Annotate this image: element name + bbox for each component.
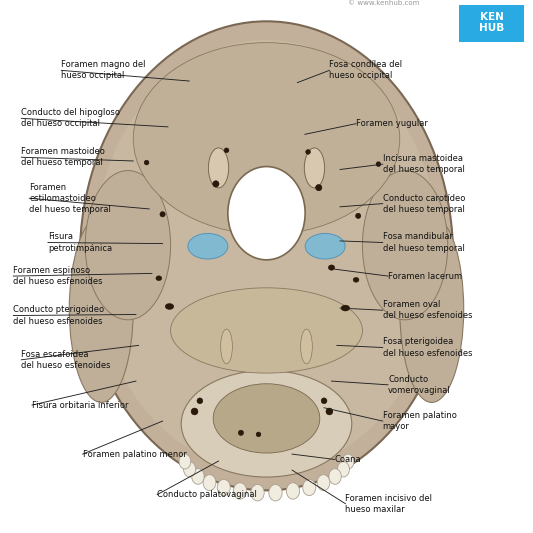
- Ellipse shape: [238, 430, 244, 435]
- Ellipse shape: [362, 171, 448, 320]
- Ellipse shape: [256, 432, 261, 437]
- Text: Fosa pterigoidea
del hueso esfenoides: Fosa pterigoidea del hueso esfenoides: [383, 337, 472, 358]
- Ellipse shape: [305, 150, 310, 155]
- Ellipse shape: [317, 475, 330, 490]
- Text: Foramen yugular: Foramen yugular: [356, 119, 428, 128]
- Ellipse shape: [213, 181, 219, 187]
- Ellipse shape: [144, 160, 149, 165]
- Text: Coana: Coana: [335, 455, 361, 464]
- Ellipse shape: [233, 483, 247, 499]
- Text: Conducto pterigoideo
del hueso esfenoides: Conducto pterigoideo del hueso esfenoide…: [13, 305, 104, 326]
- Ellipse shape: [304, 148, 325, 188]
- Ellipse shape: [171, 288, 362, 373]
- Text: Conducto del hipogloso
del hueso occipital: Conducto del hipogloso del hueso occipit…: [21, 108, 120, 128]
- Ellipse shape: [188, 233, 228, 259]
- Text: Foramen mastoideo
del hueso temporal: Foramen mastoideo del hueso temporal: [21, 147, 105, 167]
- Ellipse shape: [69, 216, 133, 402]
- Ellipse shape: [228, 166, 305, 260]
- Ellipse shape: [192, 469, 204, 484]
- Ellipse shape: [221, 329, 232, 364]
- Ellipse shape: [183, 462, 196, 477]
- Text: Fosa escafoidea
del hueso esfenoides: Fosa escafoidea del hueso esfenoides: [21, 350, 111, 370]
- Ellipse shape: [191, 408, 198, 415]
- Ellipse shape: [328, 265, 335, 270]
- Ellipse shape: [217, 479, 230, 496]
- Ellipse shape: [181, 370, 352, 477]
- Text: Foramen espinoso
del hueso esfenoides: Foramen espinoso del hueso esfenoides: [13, 266, 103, 286]
- Text: Fosa mandibular
del hueso temporal: Fosa mandibular del hueso temporal: [383, 232, 465, 253]
- Text: Foramen
estilomastoideo
del hueso temporal: Foramen estilomastoideo del hueso tempor…: [29, 183, 111, 214]
- Text: KEN
HUB: KEN HUB: [479, 12, 505, 33]
- Ellipse shape: [321, 398, 327, 404]
- Ellipse shape: [203, 475, 216, 490]
- Ellipse shape: [400, 216, 464, 402]
- Ellipse shape: [303, 479, 316, 496]
- Ellipse shape: [329, 469, 341, 484]
- Text: Incisura mastoidea
del hueso temporal: Incisura mastoidea del hueso temporal: [383, 154, 465, 174]
- Ellipse shape: [341, 305, 350, 311]
- Ellipse shape: [133, 43, 400, 235]
- Ellipse shape: [156, 276, 162, 280]
- Text: Foramen magno del
hueso occipital: Foramen magno del hueso occipital: [61, 60, 146, 80]
- Ellipse shape: [356, 213, 361, 219]
- Text: Conducto palatovaginal: Conducto palatovaginal: [157, 490, 257, 499]
- Ellipse shape: [342, 454, 354, 469]
- Ellipse shape: [208, 148, 229, 188]
- Ellipse shape: [93, 40, 440, 472]
- Ellipse shape: [179, 454, 191, 469]
- Ellipse shape: [269, 484, 282, 501]
- Ellipse shape: [301, 329, 312, 364]
- Text: Foramen palatino
mayor: Foramen palatino mayor: [383, 411, 457, 431]
- FancyBboxPatch shape: [459, 5, 524, 42]
- Ellipse shape: [376, 162, 381, 167]
- Ellipse shape: [160, 212, 165, 217]
- Ellipse shape: [337, 462, 350, 477]
- Text: Conducto carotídeo
del hueso temporal: Conducto carotídeo del hueso temporal: [383, 193, 465, 214]
- Text: Foramen palatino menor: Foramen palatino menor: [83, 450, 187, 458]
- Text: © www.kenhub.com: © www.kenhub.com: [348, 1, 419, 6]
- Ellipse shape: [85, 171, 171, 320]
- Text: Fisura orbitaria inferior: Fisura orbitaria inferior: [32, 401, 128, 409]
- Text: Fisura
petrotimpánica: Fisura petrotimpánica: [48, 232, 112, 253]
- Ellipse shape: [213, 384, 320, 453]
- Ellipse shape: [80, 21, 453, 490]
- Text: Conducto
vomerovaginal: Conducto vomerovaginal: [388, 375, 451, 395]
- Ellipse shape: [316, 184, 322, 191]
- Ellipse shape: [251, 484, 264, 501]
- Text: Foramen oval
del hueso esfenoides: Foramen oval del hueso esfenoides: [383, 300, 472, 320]
- Ellipse shape: [286, 483, 300, 499]
- Ellipse shape: [305, 233, 345, 259]
- Ellipse shape: [224, 148, 229, 153]
- Text: Foramen lacerum: Foramen lacerum: [388, 272, 462, 280]
- Ellipse shape: [197, 398, 203, 404]
- Ellipse shape: [326, 408, 333, 415]
- Ellipse shape: [165, 304, 174, 309]
- Text: Foramen incisivo del
hueso maxilar: Foramen incisivo del hueso maxilar: [345, 494, 432, 514]
- Text: Fosa condílea del
hueso occipital: Fosa condílea del hueso occipital: [329, 60, 402, 80]
- Ellipse shape: [353, 277, 359, 282]
